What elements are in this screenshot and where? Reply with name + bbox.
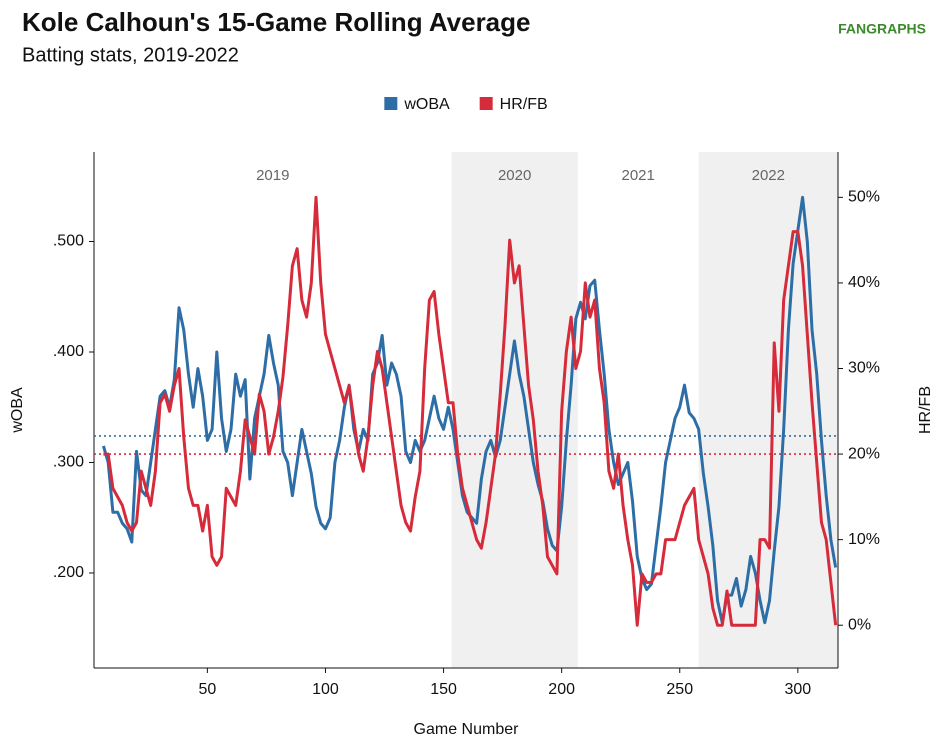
x-tick-label: 250	[666, 681, 693, 698]
legend-label: HR/FB	[500, 96, 548, 113]
y-tick-label: .500	[53, 233, 84, 250]
y2-tick-label: 10%	[848, 531, 880, 548]
chart-title: Kole Calhoun's 15-Game Rolling Average	[22, 7, 531, 37]
x-tick-label: 100	[312, 681, 339, 698]
x-axis-label: Game Number	[414, 721, 520, 738]
y2-axis-label: HR/FB	[917, 386, 934, 434]
chart-subtitle: Batting stats, 2019-2022	[22, 44, 239, 66]
legend-swatch	[384, 97, 398, 110]
y-axis-label: wOBA	[9, 387, 26, 434]
y-tick-label: .400	[53, 343, 84, 360]
y2-tick-label: 40%	[848, 274, 880, 291]
y-tick-label: .300	[53, 454, 84, 471]
season-shade	[451, 152, 578, 668]
season-label: 2021	[621, 167, 654, 184]
legend: wOBA HR/FB	[384, 96, 548, 113]
x-tick-label: 150	[430, 681, 457, 698]
legend-swatch	[479, 97, 493, 110]
season-label: 2020	[498, 167, 531, 184]
x-tick-label: 300	[784, 681, 811, 698]
y2-tick-label: 50%	[848, 189, 880, 206]
y-tick-label: .200	[53, 564, 84, 581]
legend-label: wOBA	[403, 96, 450, 113]
season-label: 2022	[752, 167, 785, 184]
y2-tick-label: 0%	[848, 616, 871, 633]
x-tick-label: 200	[548, 681, 575, 698]
season-label: 2019	[256, 167, 289, 184]
season-shade	[698, 152, 838, 668]
x-tick-label: 50	[198, 681, 216, 698]
series-line	[103, 195, 838, 627]
logo: FANGRAPHS	[838, 21, 926, 37]
y2-tick-label: 30%	[848, 360, 880, 377]
y2-tick-label: 20%	[848, 445, 880, 462]
